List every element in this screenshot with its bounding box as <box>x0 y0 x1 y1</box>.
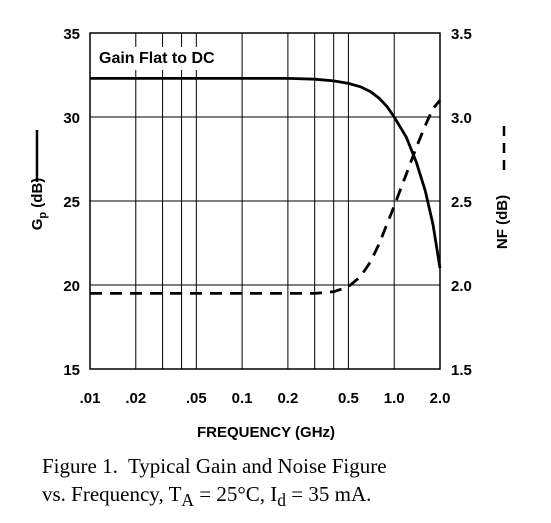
x-tick-label: 0.1 <box>232 390 253 407</box>
series-layer <box>90 77 442 295</box>
x-tick-label: 1.0 <box>384 390 405 407</box>
caption-line-2-prefix: vs. Frequency, T <box>42 482 182 506</box>
figure-caption: Figure 1. Typical Gain and Noise Figure … <box>42 452 547 514</box>
x-tick-label: 0.5 <box>338 390 359 407</box>
caption-line-2: vs. Frequency, TA = 25°C, Id = 35 mA. <box>42 480 547 514</box>
x-tick-label: .02 <box>125 390 146 407</box>
y-right-tick-labels: 1.5 2.0 2.5 3.0 3.5 <box>451 26 472 379</box>
y-left-tick-label: 35 <box>63 26 80 43</box>
annotation-background <box>93 47 221 70</box>
x-axis-title: FREQUENCY (GHz) <box>197 424 335 441</box>
x-tick-label: .05 <box>186 390 207 407</box>
caption-line-2-suffix: = 35 mA. <box>286 482 372 506</box>
caption-subscript-d: d <box>277 490 287 511</box>
x-tick-label: 0.2 <box>277 390 298 407</box>
caption-line-1-text: Figure 1. Typical Gain and Noise Figure <box>42 454 387 478</box>
y-right-tick-label: 3.5 <box>451 26 472 43</box>
caption-line-1: Figure 1. Typical Gain and Noise Figure <box>42 452 547 480</box>
y-right-axis-title: NF (dB) <box>494 195 511 249</box>
y-right-tick-label: 2.5 <box>451 194 472 211</box>
y-left-label-main: G <box>29 219 46 231</box>
y-right-tick-label: 3.0 <box>451 110 472 127</box>
annotation-gain-flat: Gain Flat to DC <box>99 50 215 67</box>
y-left-label-sub: p <box>37 212 49 219</box>
caption-line-2-mid: = 25°C, I <box>194 482 278 506</box>
x-tick-labels: .01 .02 .05 0.1 0.2 0.5 1.0 2.0 <box>80 390 451 407</box>
y-left-tick-labels: 15 20 25 30 35 <box>63 26 80 379</box>
horizontal-gridlines <box>90 32 440 370</box>
y-left-axis-title: Gp (dB) <box>29 178 49 231</box>
plot-frame <box>89 32 441 370</box>
caption-subscript-a: A <box>181 490 195 511</box>
y-left-tick-label: 25 <box>63 194 80 211</box>
y-left-tick-label: 20 <box>63 278 80 295</box>
x-tick-label: 2.0 <box>430 390 451 407</box>
x-tick-label: .01 <box>80 390 101 407</box>
y-left-label-unit: (dB) <box>29 178 46 212</box>
y-right-tick-label: 2.0 <box>451 278 472 295</box>
y-right-tick-label: 1.5 <box>451 362 472 379</box>
gain-series-line <box>90 77 442 269</box>
y-left-tick-label: 15 <box>63 362 80 379</box>
y-left-tick-label: 30 <box>63 110 80 127</box>
noise-figure-series-line <box>90 99 442 295</box>
